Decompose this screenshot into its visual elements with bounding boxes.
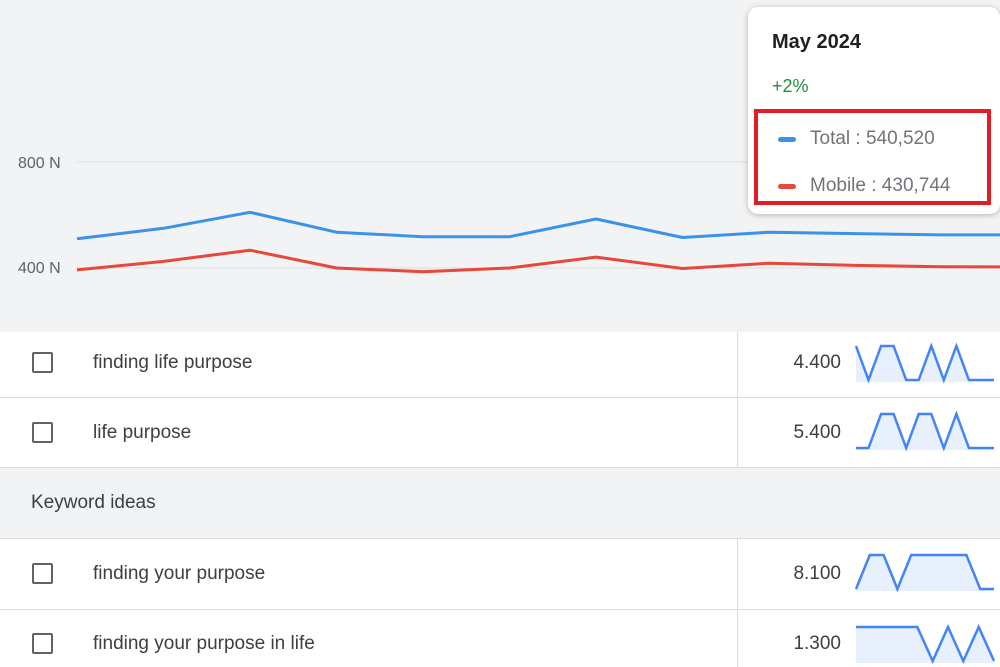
trend-sparkline: [855, 553, 994, 593]
row-checkbox[interactable]: [32, 633, 53, 654]
y-tick-label-800: 800 N: [18, 155, 61, 172]
trend-sparkline: [855, 342, 994, 384]
table-row[interactable]: life purpose 5.400: [0, 398, 1000, 468]
keyword-ideas-header: Keyword ideas: [0, 468, 1000, 539]
tooltip-month: May 2024: [772, 31, 861, 53]
tooltip-highlight-box: Total : 540,520 Mobile : 430,744: [754, 109, 991, 205]
mobile-legend-swatch: [778, 183, 796, 189]
keyword-text: finding your purpose in life: [93, 633, 315, 654]
sparkline-line: [856, 410, 994, 452]
table-row[interactable]: finding your purpose 8.100: [0, 539, 1000, 610]
series-line-total: [76, 210, 1000, 241]
trend-sparkline: [856, 410, 994, 452]
y-tick-label-400: 400 N: [18, 260, 61, 277]
search-volume: 8.100: [793, 563, 841, 584]
search-volume: 1.300: [793, 633, 841, 654]
row-checkbox[interactable]: [32, 422, 53, 443]
keyword-text: life purpose: [93, 422, 192, 443]
keyword-text: finding your purpose: [93, 563, 266, 584]
table-row[interactable]: finding your purpose in life 1.300: [0, 610, 1000, 667]
chart-tooltip: May 2024 +2% Total : 540,520 Mobile : 43…: [748, 7, 1000, 214]
tooltip-total-row: Total : 540,520: [778, 128, 935, 150]
search-volume: 5.400: [793, 422, 841, 443]
tooltip-mobile-value: Mobile : 430,744: [810, 175, 951, 196]
trend-sparkline: [856, 623, 995, 665]
trend-chart: 800 N 400 N May 2024 +2% Total : 540,520…: [0, 0, 1000, 332]
section-title: Keyword ideas: [31, 492, 156, 513]
sparkline-line: [855, 553, 994, 593]
table-row[interactable]: finding life purpose 4.400: [0, 332, 1000, 398]
tooltip-mobile-row: Mobile : 430,744: [778, 175, 951, 197]
sparkline-line: [856, 623, 995, 665]
sparkline-line: [855, 342, 994, 384]
row-checkbox[interactable]: [32, 563, 53, 584]
trend-chart-svg: 800 N 400 N: [18, 155, 1000, 277]
tooltip-change: +2%: [772, 76, 809, 96]
sparkline-area: [856, 555, 994, 591]
search-volume: 4.400: [793, 352, 841, 373]
series-line-mobile: [76, 248, 1000, 274]
row-checkbox[interactable]: [32, 352, 53, 373]
keyword-text: finding life purpose: [93, 352, 253, 373]
tooltip-total-value: Total : 540,520: [810, 128, 935, 149]
sparkline-area: [856, 414, 994, 450]
total-legend-swatch: [778, 136, 796, 142]
